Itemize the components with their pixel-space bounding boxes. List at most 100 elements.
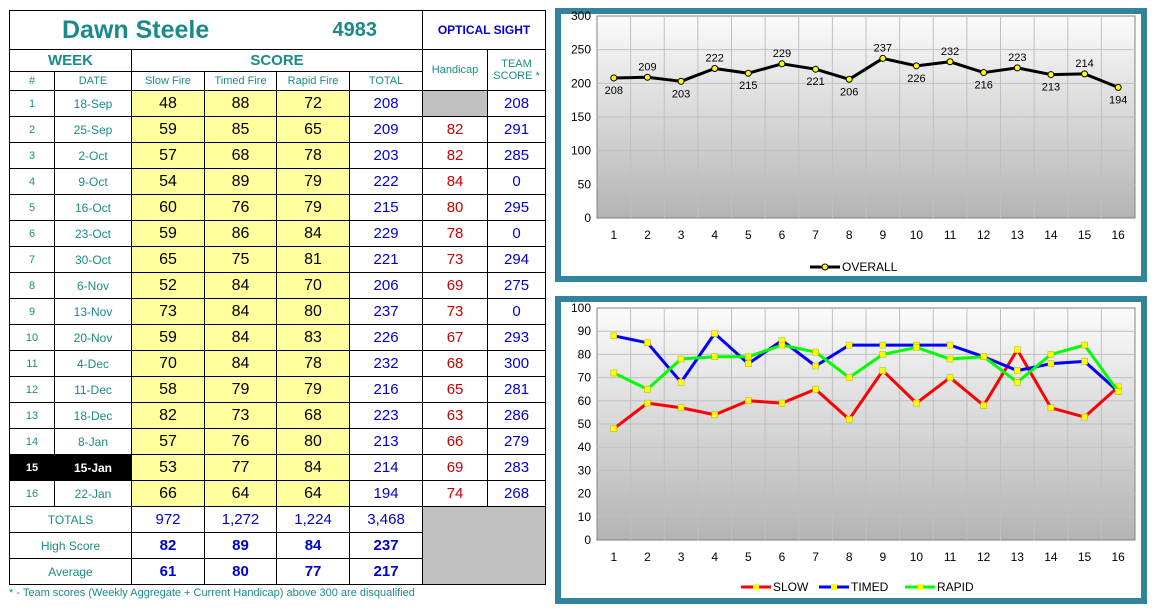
data-point bbox=[879, 367, 887, 374]
data-point bbox=[980, 69, 988, 77]
cell-slow: 54 bbox=[131, 168, 205, 195]
legend-marker bbox=[821, 263, 829, 271]
cell-timed: 73 bbox=[203, 402, 278, 429]
data-label: 213 bbox=[1042, 82, 1060, 94]
data-point bbox=[610, 332, 618, 340]
cell-num: 2 bbox=[9, 116, 55, 143]
cell-timed: 89 bbox=[203, 168, 278, 195]
cell-team: 275 bbox=[487, 272, 547, 299]
cell-date: 4-Dec bbox=[54, 350, 132, 377]
data-point bbox=[1047, 71, 1055, 79]
series-line-overall bbox=[613, 56, 1119, 89]
cell-total: 208 bbox=[349, 90, 424, 117]
cell-handicap: 74 bbox=[422, 480, 489, 507]
data-point bbox=[610, 74, 618, 82]
cell-team: 0 bbox=[487, 298, 547, 325]
cell-handicap: 63 bbox=[422, 402, 489, 429]
cell-rapid: 79 bbox=[276, 376, 351, 403]
y-tick-label: 10 bbox=[578, 510, 592, 524]
data-point bbox=[946, 374, 954, 381]
table-row: 2 25-Sep 59 85 65 209 82 291 bbox=[9, 116, 547, 143]
x-tick-label: 14 bbox=[1044, 228, 1058, 242]
cell-total: 214 bbox=[349, 454, 424, 481]
data-point bbox=[711, 65, 719, 73]
high-total: 237 bbox=[349, 532, 424, 559]
y-tick-label: 200 bbox=[571, 76, 591, 90]
cell-team: 0 bbox=[487, 220, 547, 247]
average-label: Average bbox=[9, 558, 132, 585]
score-table: Dawn Steele 4983 OPTICAL SIGHT WEEK SCOR… bbox=[8, 10, 547, 585]
x-tick-label: 15 bbox=[1078, 228, 1092, 242]
high-score-label: High Score bbox=[9, 532, 132, 559]
x-tick-label: 3 bbox=[678, 228, 685, 242]
cell-rapid: 70 bbox=[276, 272, 351, 299]
data-point bbox=[845, 416, 853, 423]
data-point bbox=[1014, 346, 1021, 354]
cell-rapid: 68 bbox=[276, 402, 351, 429]
cell-rapid: 78 bbox=[276, 142, 351, 169]
data-point bbox=[845, 75, 853, 83]
data-label: 237 bbox=[874, 42, 892, 54]
x-tick-label: 2 bbox=[644, 550, 651, 564]
cell-team: 293 bbox=[487, 324, 547, 351]
data-point bbox=[879, 54, 887, 62]
col-total-header: TOTAL bbox=[349, 71, 424, 91]
cell-rapid: 80 bbox=[276, 428, 351, 455]
cell-slow: 70 bbox=[131, 350, 205, 377]
cell-rapid: 78 bbox=[276, 350, 351, 377]
summary-blank bbox=[422, 506, 547, 585]
x-tick-label: 6 bbox=[779, 228, 786, 242]
cell-total: 215 bbox=[349, 194, 424, 221]
col-slow-header: Slow Fire bbox=[131, 71, 205, 91]
x-tick-label: 12 bbox=[977, 228, 991, 242]
cell-slow: 57 bbox=[131, 142, 205, 169]
cell-total: 229 bbox=[349, 220, 424, 247]
cell-date: 15-Jan bbox=[54, 454, 132, 481]
data-point bbox=[745, 360, 752, 367]
cell-date: 8-Jan bbox=[54, 428, 132, 455]
cell-team: 0 bbox=[487, 168, 547, 195]
cell-slow: 73 bbox=[131, 298, 205, 325]
table-row: 12 11-Dec 58 79 79 216 65 281 bbox=[9, 376, 547, 403]
cell-date: 25-Sep bbox=[54, 116, 132, 143]
score-header: SCORE bbox=[130, 49, 424, 72]
table-row: 6 23-Oct 59 86 84 229 78 0 bbox=[9, 220, 547, 247]
x-tick-label: 14 bbox=[1044, 550, 1058, 564]
y-tick-label: 300 bbox=[571, 9, 591, 23]
col-num-header: # bbox=[9, 71, 55, 91]
cell-timed: 77 bbox=[203, 454, 278, 481]
cell-team: 300 bbox=[487, 350, 547, 377]
cell-num: 4 bbox=[9, 168, 55, 195]
cell-slow: 52 bbox=[131, 272, 205, 299]
cell-handicap: 68 bbox=[422, 350, 489, 377]
x-tick-label: 13 bbox=[1011, 550, 1025, 564]
cell-slow: 59 bbox=[131, 116, 205, 143]
avg-slow: 61 bbox=[131, 558, 205, 585]
cell-num: 11 bbox=[9, 350, 55, 377]
table-row: 14 8-Jan 57 76 80 213 66 279 bbox=[9, 428, 547, 455]
legend-label-slow: SLOW bbox=[773, 580, 809, 594]
x-tick-label: 16 bbox=[1112, 228, 1126, 242]
totals-rapid: 1,224 bbox=[276, 506, 351, 533]
breakdown-chart: 0 10 20 30 40 50 60 70 80 90 100 1 2 3 4 5 6 7 8 9 10 11 12 13 1… bbox=[555, 296, 1147, 609]
cell-team: 208 bbox=[487, 90, 547, 117]
data-point bbox=[946, 341, 954, 349]
cell-slow: 53 bbox=[131, 454, 205, 481]
cell-slow: 82 bbox=[131, 402, 205, 429]
data-point bbox=[980, 402, 987, 409]
cell-handicap bbox=[422, 90, 489, 117]
data-point bbox=[1114, 388, 1122, 395]
data-point bbox=[677, 404, 685, 412]
data-point bbox=[879, 341, 887, 349]
cell-team: 291 bbox=[487, 116, 547, 143]
cell-num: 12 bbox=[9, 376, 55, 403]
data-label: 223 bbox=[1008, 52, 1026, 64]
y-tick-label: 50 bbox=[578, 417, 592, 431]
data-point bbox=[980, 353, 987, 360]
data-point bbox=[812, 362, 819, 370]
cell-handicap: 67 bbox=[422, 324, 489, 351]
x-tick-label: 5 bbox=[745, 228, 752, 242]
data-label: 222 bbox=[706, 53, 724, 65]
data-label: 206 bbox=[840, 86, 858, 98]
